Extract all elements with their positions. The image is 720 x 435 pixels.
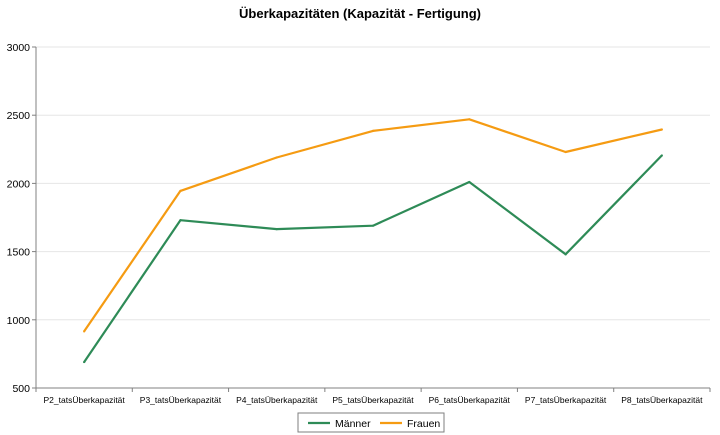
x-tick-label: P4_tatsÜberkapazität — [236, 395, 318, 405]
data-point — [660, 128, 663, 131]
y-tick-label: 2000 — [7, 178, 31, 190]
legend-box — [297, 412, 445, 433]
data-point — [468, 118, 471, 121]
x-tick-label: P7_tatsÜberkapazität — [525, 395, 607, 405]
chart-title: Überkapazitäten (Kapazität - Fertigung) — [239, 6, 481, 21]
data-point — [83, 360, 86, 364]
data-point — [564, 150, 567, 154]
data-point — [468, 180, 471, 184]
series-lines — [83, 118, 663, 364]
data-point — [179, 189, 182, 193]
data-point — [275, 156, 278, 159]
axes — [32, 46, 711, 392]
data-point — [371, 224, 375, 227]
x-tick-label: P6_tatsÜberkapazität — [429, 395, 511, 405]
x-tick-label: P3_tatsÜberkapazität — [140, 395, 222, 405]
series-line-1 — [83, 154, 663, 363]
legend-label-1: Männer — [335, 418, 371, 430]
data-point — [275, 227, 278, 231]
x-tick-label: P5_tatsÜberkapazität — [332, 395, 414, 405]
data-point — [371, 129, 375, 132]
x-tick-labels: P2_tatsÜberkapazität P3_tatsÜberkapazität… — [44, 395, 704, 405]
y-tick-label: 500 — [12, 383, 30, 395]
gridlines — [36, 46, 710, 321]
x-tick-label: P8_tatsÜberkapazität — [621, 395, 703, 405]
y-tick-label: 3000 — [7, 42, 31, 54]
data-point — [179, 219, 182, 222]
data-point — [564, 253, 567, 256]
legend-label-2: Frauen — [407, 418, 440, 430]
x-tick-label: P2_tatsÜberkapazität — [44, 395, 126, 405]
y-tick-label: 1000 — [7, 315, 31, 327]
y-tick-label: 2500 — [7, 110, 31, 122]
data-point — [83, 330, 86, 333]
y-tick-labels: 500 1000 1500 2000 2500 3000 — [7, 42, 31, 395]
data-point — [660, 154, 663, 157]
legend: Männer Frauen — [297, 412, 445, 433]
y-tick-label: 1500 — [7, 247, 31, 259]
